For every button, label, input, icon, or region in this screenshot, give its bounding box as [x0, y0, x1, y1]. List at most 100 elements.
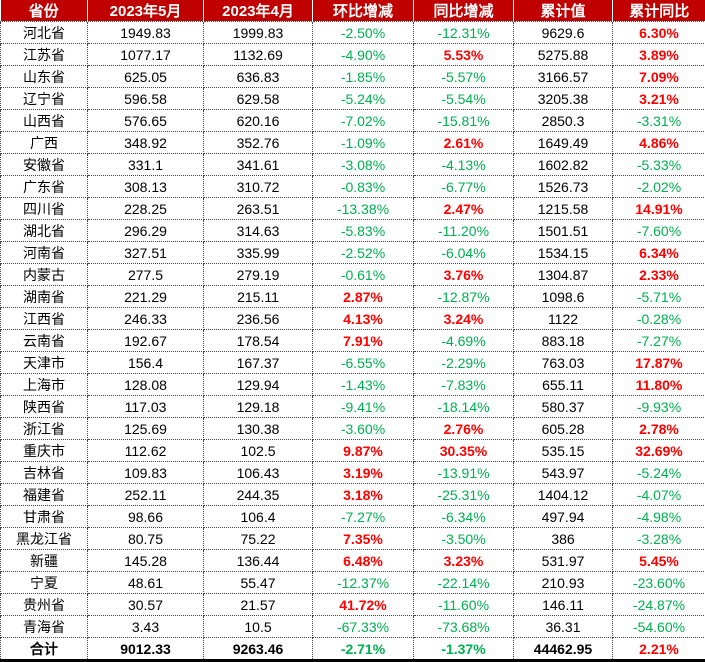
total-row: 合计 9012.33 9263.46 -2.71% -1.37% 44462.95 2.21…: [0, 637, 705, 661]
cell-apr2023: 106.4: [203, 505, 313, 528]
cell-yoy: -6.77%: [413, 175, 514, 198]
cell-cum: 36.31: [513, 615, 613, 638]
cell-may2023: 128.08: [87, 373, 204, 396]
cell-yoy: -2.29%: [413, 351, 514, 374]
cell-cum: 3205.38: [513, 87, 613, 110]
cell-province: 辽宁省: [0, 87, 88, 110]
cell-mom: -0.83%: [312, 175, 414, 198]
table-row: 青海省 3.43 10.5 -67.33% -73.68% 36.31 -54.60%: [0, 615, 705, 638]
cell-may2023: 192.67: [87, 329, 204, 352]
cell-may2023: 331.1: [87, 153, 204, 176]
table-row: 黑龙江省 80.75 75.22 7.35% -3.50% 386 -3.28%: [0, 527, 705, 550]
table-row: 福建省 252.11 244.35 3.18% -25.31% 1404.12 -4.07%: [0, 483, 705, 506]
cell-yoy: -4.69%: [413, 329, 514, 352]
cell-may2023: 80.75: [87, 527, 204, 550]
cell-mom: 41.72%: [312, 593, 414, 616]
cell-mom: -67.33%: [312, 615, 414, 638]
cell-mom: -6.55%: [312, 351, 414, 374]
cell-apr2023: 629.58: [203, 87, 313, 110]
cell-cum_yoy: 6.30%: [612, 21, 705, 44]
table-row: 浙江省 125.69 130.38 -3.60% 2.76% 605.28 2.78%: [0, 417, 705, 440]
cell-apr2023: 1999.83: [203, 21, 313, 44]
cell-may2023: 246.33: [87, 307, 204, 330]
cell-yoy: -11.20%: [413, 219, 514, 242]
cell-yoy: -7.83%: [413, 373, 514, 396]
cell-may2023: 348.92: [87, 131, 204, 154]
cell-yoy: -73.68%: [413, 615, 514, 638]
cell-mom: -9.41%: [312, 395, 414, 418]
cell-may2023: 221.29: [87, 285, 204, 308]
table-body: 河北省 1949.83 1999.83 -2.50% -12.31% 9629.6 6.30…: [0, 21, 705, 661]
cell-may2023: 228.25: [87, 197, 204, 220]
table-row: 广西 348.92 352.76 -1.09% 2.61% 1649.49 4.86%: [0, 131, 705, 154]
cell-mom: -1.43%: [312, 373, 414, 396]
cell-may2023: 576.65: [87, 109, 204, 132]
cell-cum: 497.94: [513, 505, 613, 528]
cell-mom: -1.09%: [312, 131, 414, 154]
cell-province: 天津市: [0, 351, 88, 374]
cell-cum_yoy: -9.93%: [612, 395, 705, 418]
cell-mom: -3.60%: [312, 417, 414, 440]
cell-cum: 543.97: [513, 461, 613, 484]
cell-cum_yoy: -5.33%: [612, 153, 705, 176]
cell-yoy: 2.76%: [413, 417, 514, 440]
cell-cum_yoy: 3.21%: [612, 87, 705, 110]
cell-mom: -0.61%: [312, 263, 414, 286]
cell-cum: 2850.3: [513, 109, 613, 132]
column-header-may2023: 2023年5月: [87, 0, 204, 22]
cell-may2023: 9012.33: [87, 637, 204, 661]
cell-may2023: 145.28: [87, 549, 204, 572]
cell-cum_yoy: 17.87%: [612, 351, 705, 374]
cell-mom: -2.71%: [312, 637, 414, 661]
cell-mom: -5.24%: [312, 87, 414, 110]
table-row: 宁夏 48.61 55.47 -12.37% -22.14% 210.93 -23.60%: [0, 571, 705, 594]
cell-apr2023: 129.94: [203, 373, 313, 396]
cell-cum_yoy: -7.60%: [612, 219, 705, 242]
cell-mom: -7.02%: [312, 109, 414, 132]
cell-apr2023: 263.51: [203, 197, 313, 220]
cell-cum: 1534.15: [513, 241, 613, 264]
column-header-cum_yoy: 累计同比: [612, 0, 705, 22]
cell-cum_yoy: -0.28%: [612, 307, 705, 330]
cell-apr2023: 9263.46: [203, 637, 313, 661]
cell-may2023: 296.29: [87, 219, 204, 242]
cell-province: 江苏省: [0, 43, 88, 66]
cell-apr2023: 335.99: [203, 241, 313, 264]
cell-province: 黑龙江省: [0, 527, 88, 550]
table-row: 吉林省 109.83 106.43 3.19% -13.91% 543.97 -5.24%: [0, 461, 705, 484]
cell-province: 四川省: [0, 197, 88, 220]
cell-may2023: 156.4: [87, 351, 204, 374]
cell-province: 浙江省: [0, 417, 88, 440]
table-row: 云南省 192.67 178.54 7.91% -4.69% 883.18 -7.27%: [0, 329, 705, 352]
cell-apr2023: 341.61: [203, 153, 313, 176]
cell-province: 河南省: [0, 241, 88, 264]
cell-cum_yoy: 2.21%: [612, 637, 705, 661]
cell-cum: 655.11: [513, 373, 613, 396]
cell-yoy: -5.54%: [413, 87, 514, 110]
cell-province: 广东省: [0, 175, 88, 198]
cell-cum: 44462.95: [513, 637, 613, 661]
cell-cum_yoy: -54.60%: [612, 615, 705, 638]
table-row: 天津市 156.4 167.37 -6.55% -2.29% 763.03 17.87%: [0, 351, 705, 374]
cell-mom: -4.90%: [312, 43, 414, 66]
cell-apr2023: 55.47: [203, 571, 313, 594]
column-header-cum: 累计值: [513, 0, 613, 22]
cell-province: 江西省: [0, 307, 88, 330]
cell-cum_yoy: -3.31%: [612, 109, 705, 132]
cell-cum: 763.03: [513, 351, 613, 374]
cell-cum: 9629.6: [513, 21, 613, 44]
cell-mom: 3.19%: [312, 461, 414, 484]
cell-apr2023: 314.63: [203, 219, 313, 242]
cell-mom: 4.13%: [312, 307, 414, 330]
cell-apr2023: 129.18: [203, 395, 313, 418]
cell-cum: 531.97: [513, 549, 613, 572]
cell-province: 河北省: [0, 21, 88, 44]
cell-apr2023: 167.37: [203, 351, 313, 374]
cell-cum_yoy: 4.86%: [612, 131, 705, 154]
cell-cum: 1122: [513, 307, 613, 330]
cell-apr2023: 10.5: [203, 615, 313, 638]
table-row: 山西省 576.65 620.16 -7.02% -15.81% 2850.3 -3.31%: [0, 109, 705, 132]
cell-province: 安徽省: [0, 153, 88, 176]
cell-yoy: 5.53%: [413, 43, 514, 66]
